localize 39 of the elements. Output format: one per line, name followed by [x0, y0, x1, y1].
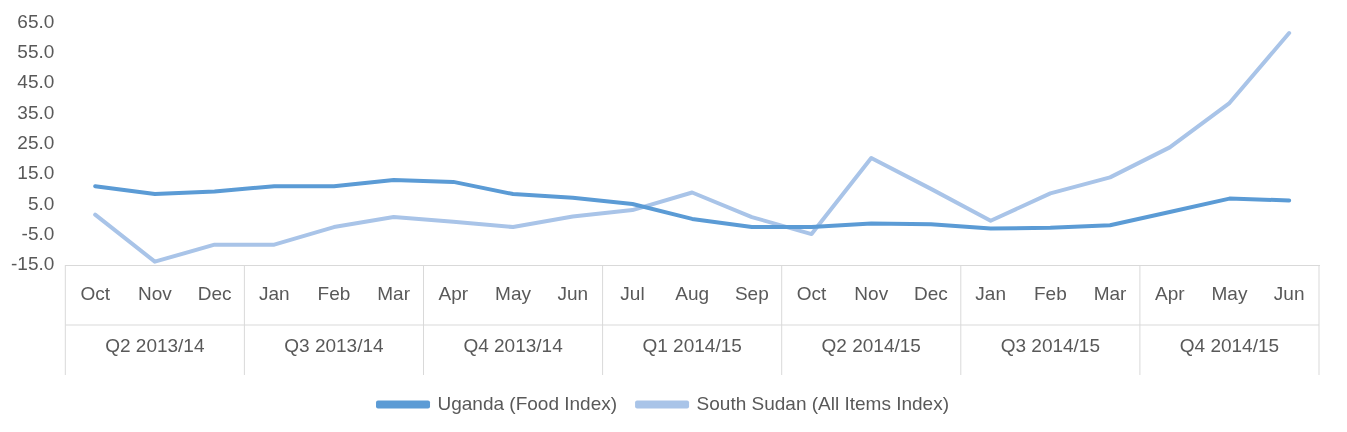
y-tick-label: 45.0: [17, 71, 55, 93]
x-tick-label: Oct: [80, 282, 111, 304]
x-tick-label: Nov: [854, 282, 889, 304]
y-tick-label: -5.0: [21, 222, 55, 244]
text: Q2 2013/14: [105, 335, 205, 357]
x-tick-label: Aug: [675, 282, 710, 304]
x-tick-label: Feb: [317, 282, 351, 304]
x-tick-label: Mar: [377, 282, 411, 304]
x-tick-label: Jan: [975, 282, 1006, 304]
text: Q1 2014/15: [642, 335, 742, 357]
x-tick-label: Dec: [197, 282, 232, 304]
text: Q4 2014/15: [1179, 335, 1280, 357]
y-tick-label: 5.0: [27, 192, 55, 214]
legend-label: South Sudan (All Items Index): [696, 392, 949, 414]
text: Q3 2013/14: [284, 335, 385, 357]
text: Q2 2014/15: [821, 335, 921, 357]
x-tick-label: May: [1211, 282, 1248, 304]
y-tick-label: 25.0: [17, 131, 55, 153]
legend-label: Uganda (Food Index): [437, 392, 618, 414]
y-tick-label: 35.0: [17, 101, 55, 123]
y-tick-label: -15.0: [10, 253, 55, 275]
text: Q3 2014/15: [1000, 335, 1101, 357]
y-tick-label: 65.0: [17, 10, 55, 32]
x-tick-label: Jun: [1273, 282, 1305, 304]
x-tick-label: Sep: [734, 282, 769, 304]
x-tick-label: Apr: [1154, 282, 1186, 304]
x-tick-label: Oct: [796, 282, 828, 304]
x-tick-label: Jan: [258, 282, 290, 304]
x-tick-label: Feb: [1033, 282, 1067, 304]
x-tick-label: Mar: [1093, 282, 1128, 304]
x-tick-label: May: [495, 282, 532, 304]
x-tick-label: Apr: [438, 282, 469, 304]
y-tick-label: 55.0: [17, 40, 55, 62]
x-tick-label: Nov: [137, 282, 173, 304]
text: Q4 2013/14: [463, 335, 564, 357]
x-tick-label: Jul: [620, 282, 645, 304]
y-tick-label: 15.0: [17, 162, 55, 184]
x-tick-label: Dec: [914, 282, 948, 304]
x-tick-label: Jun: [557, 282, 589, 304]
